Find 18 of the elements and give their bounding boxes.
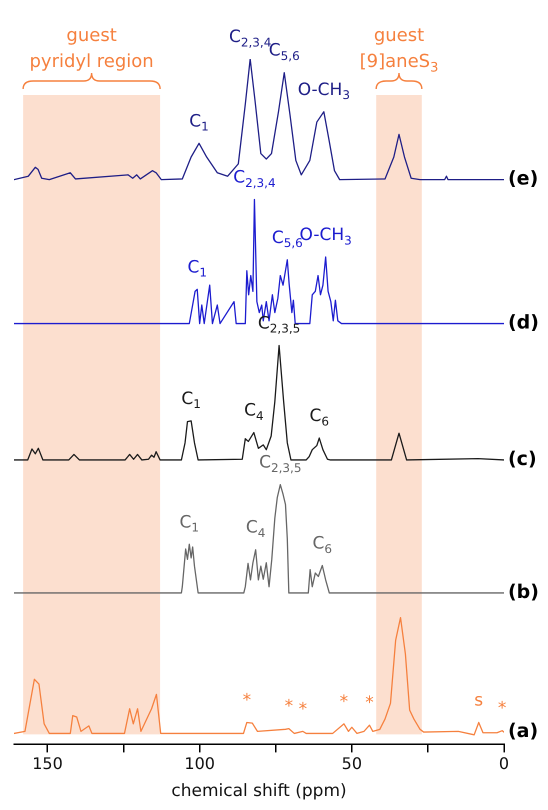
annotation: * — [340, 692, 348, 712]
series-label: (a) — [508, 720, 538, 742]
band-label: guest pyridyl region — [30, 25, 154, 72]
series-label: (b) — [508, 580, 539, 603]
annotation: s — [474, 690, 484, 710]
annotation: * — [284, 696, 294, 717]
annotation: * — [498, 698, 506, 719]
x-tick-label: 100 — [184, 754, 215, 774]
x-tick-label: 150 — [32, 754, 63, 774]
annotation: * — [242, 690, 252, 710]
x-tick-label: 0 — [498, 754, 510, 774]
x-tick-label: 50 — [342, 754, 362, 774]
annotation: * — [365, 693, 374, 714]
series-label: (d) — [508, 312, 539, 334]
x-axis-title: chemical shift (ppm) — [171, 781, 347, 802]
annotation: * — [298, 699, 308, 720]
series-label: (c) — [508, 448, 537, 470]
series-label: (e) — [508, 168, 538, 190]
